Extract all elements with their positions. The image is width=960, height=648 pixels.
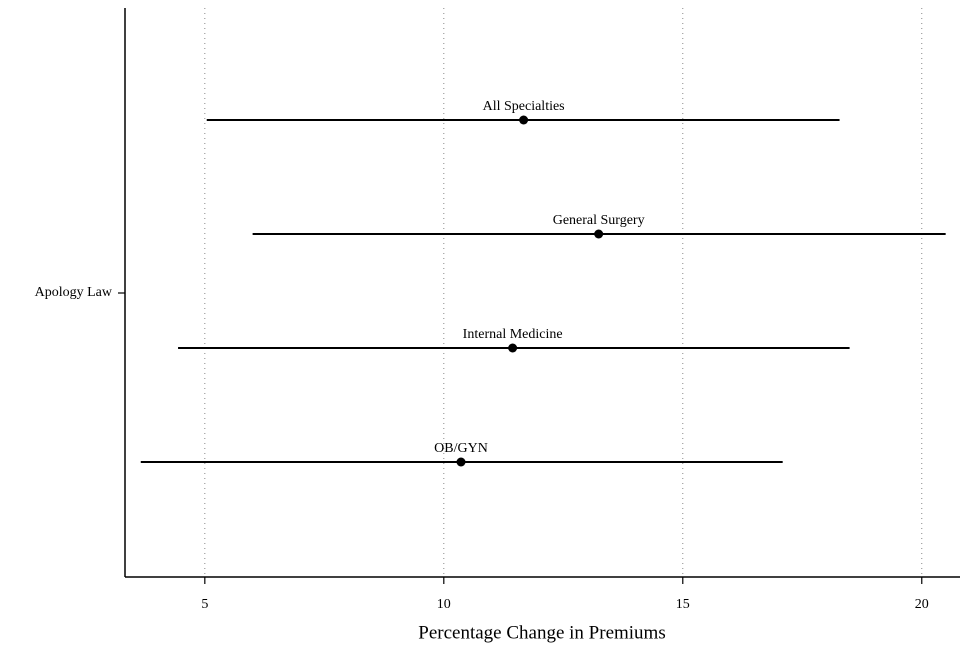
x-tick-label: 10 <box>437 597 451 612</box>
x-tick-label: 15 <box>676 597 690 612</box>
x-axis-label: Percentage Change in Premiums <box>418 622 665 643</box>
point-label: General Surgery <box>553 213 645 228</box>
point-label: Internal Medicine <box>463 327 563 342</box>
point-label: OB/GYN <box>434 441 488 456</box>
point <box>456 457 466 467</box>
x-tick-label: 5 <box>201 597 208 612</box>
y-tick-label: Apology Law <box>35 285 113 300</box>
point <box>508 343 518 353</box>
point-label: All Specialties <box>483 99 565 114</box>
point <box>519 115 529 125</box>
x-tick-label: 20 <box>915 597 929 612</box>
point <box>594 229 604 239</box>
